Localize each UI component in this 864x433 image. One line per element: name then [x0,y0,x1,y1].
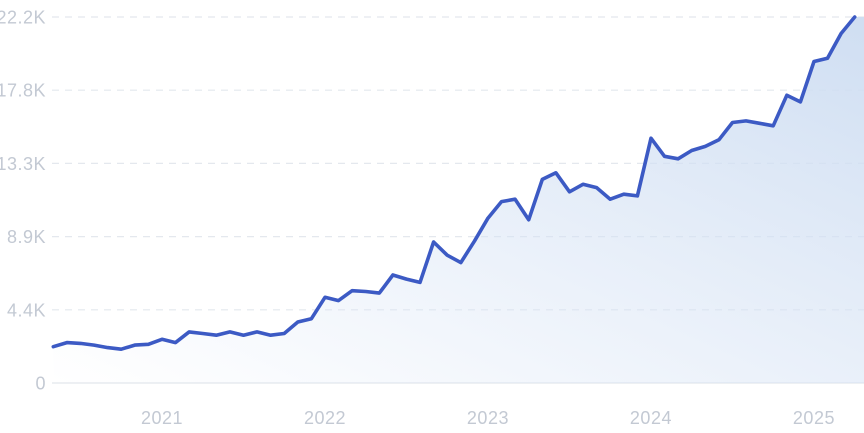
trend-line [51,15,857,351]
x-axis-label: 2022 [304,408,346,428]
y-axis-label: 17.8K [0,81,46,101]
x-axis-label: 2023 [467,408,509,428]
y-axis-label: 22.2K [0,8,46,28]
x-axis-label: 2024 [630,408,672,428]
area-fill [53,17,864,383]
y-axis-label: 4.4K [7,300,46,320]
y-axis-label: 13.3K [0,154,46,174]
y-axis-label: 8.9K [7,227,46,247]
x-axis-label: 2025 [793,408,835,428]
x-axis-label: 2021 [141,408,183,428]
y-axis-label: 0 [35,374,46,394]
